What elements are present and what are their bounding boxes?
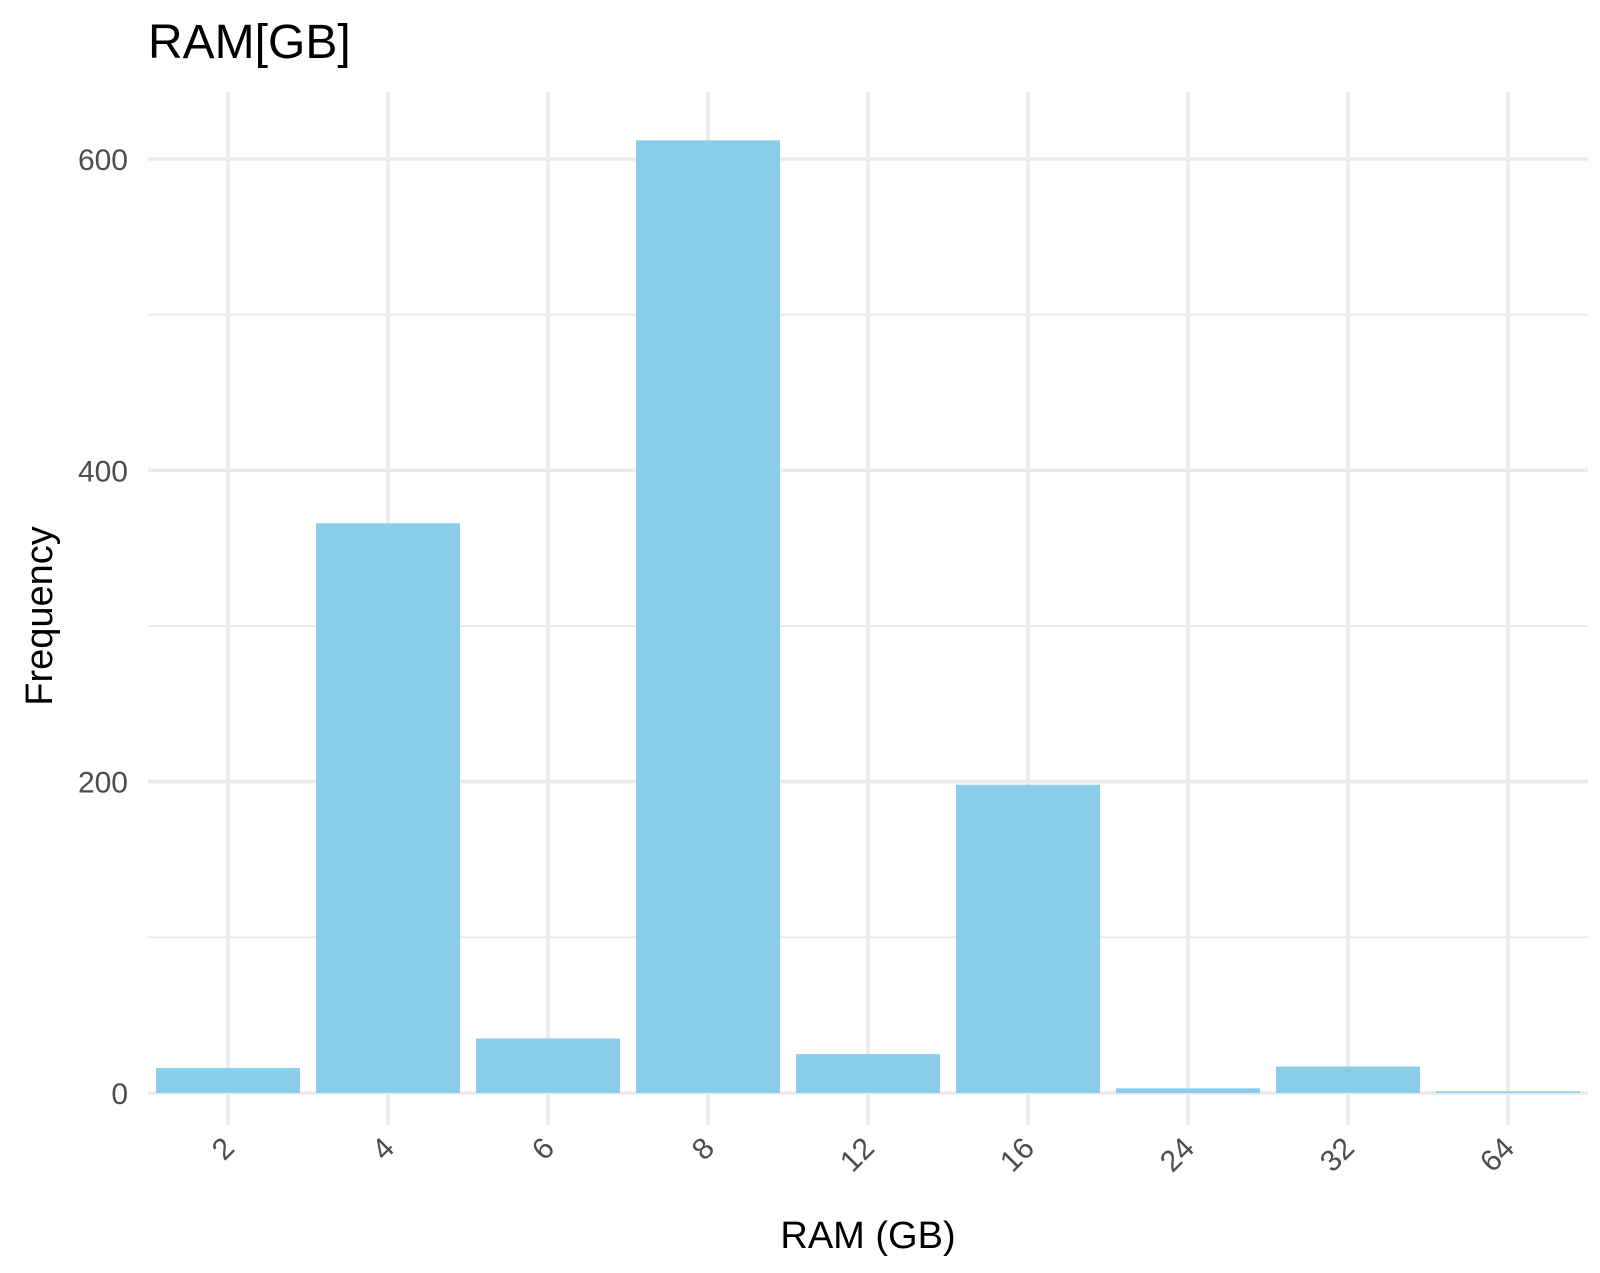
bar-12 — [796, 1054, 940, 1093]
y-axis-title: Frequency — [19, 526, 61, 706]
bar-32 — [1276, 1066, 1420, 1093]
x-axis-title: RAM (GB) — [780, 1215, 955, 1257]
y-tick-label: 0 — [111, 1078, 128, 1111]
y-axis-tick-labels: 0 200 400 600 — [78, 144, 128, 1111]
bar-4 — [316, 523, 460, 1093]
bar-16 — [956, 784, 1100, 1093]
chart-title: RAM[GB] — [148, 16, 351, 69]
bars — [156, 140, 1580, 1093]
y-tick-label: 600 — [78, 144, 128, 177]
bar-24 — [1116, 1088, 1260, 1093]
y-tick-label: 200 — [78, 767, 128, 800]
bar-64 — [1436, 1091, 1580, 1093]
bar-8 — [636, 140, 780, 1093]
bar-2 — [156, 1068, 300, 1093]
y-tick-label: 400 — [78, 455, 128, 488]
bar-6 — [476, 1038, 620, 1093]
